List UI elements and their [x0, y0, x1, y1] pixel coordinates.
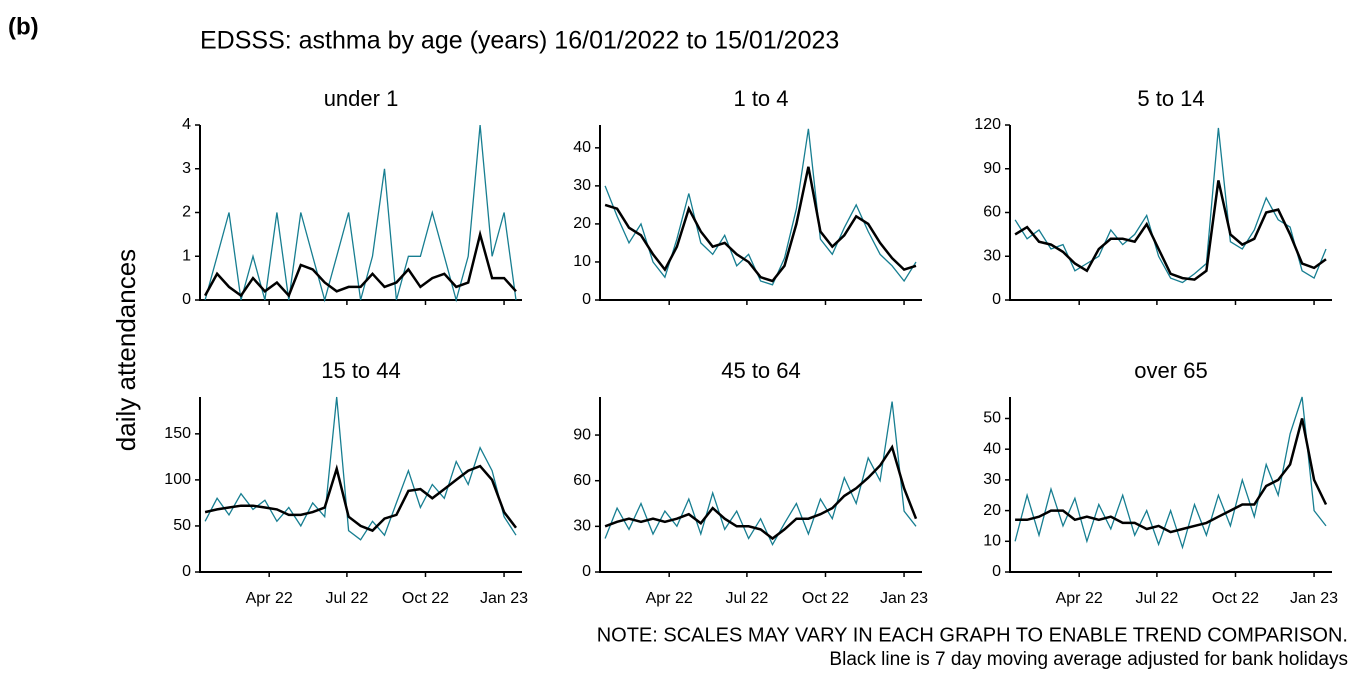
average-line	[604, 166, 917, 283]
panel-title: under 1	[324, 86, 399, 111]
y-tick-label: 3	[182, 160, 191, 177]
y-tick-label: 30	[983, 471, 1001, 488]
y-tick-label: 1	[182, 247, 191, 264]
panel-title: over 65	[1134, 358, 1207, 383]
y-tick-label: 4	[182, 116, 191, 133]
y-tick-label: 10	[983, 533, 1001, 550]
y-tick-label: 40	[573, 139, 591, 156]
panel-title: 1 to 4	[733, 86, 788, 111]
x-tick-label: Apr 22	[646, 590, 693, 607]
x-tick-label: Jul 22	[1136, 590, 1179, 607]
x-tick-label: Oct 22	[1212, 590, 1259, 607]
y-tick-label: 30	[983, 247, 1001, 264]
x-tick-label: Jul 22	[326, 590, 369, 607]
y-tick-label: 50	[173, 517, 191, 534]
y-tick-label: 60	[573, 472, 591, 489]
y-tick-label: 0	[582, 291, 591, 308]
panel-title: 45 to 64	[721, 358, 801, 383]
y-tick-label: 0	[182, 291, 191, 308]
chart-title: EDSSS: asthma by age (years) 16/01/2022 …	[200, 27, 839, 55]
average-line	[204, 464, 517, 533]
y-tick-label: 20	[573, 215, 591, 232]
daily-line	[604, 128, 917, 286]
y-tick-label: 10	[573, 253, 591, 270]
panel-title: 5 to 14	[1137, 86, 1204, 111]
y-tick-label: 0	[182, 563, 191, 580]
note: NOTE: SCALES MAY VARY IN EACH GRAPH TO E…	[597, 624, 1348, 646]
y-tick-label: 40	[983, 440, 1001, 457]
y-tick-label: 50	[983, 410, 1001, 427]
panel-title: 15 to 44	[321, 358, 401, 383]
x-tick-label: Oct 22	[802, 590, 849, 607]
average-line	[1014, 180, 1327, 281]
x-tick-label: Jul 22	[726, 590, 769, 607]
x-tick-label: Jan 23	[480, 590, 528, 607]
y-tick-label: 90	[573, 426, 591, 443]
y-axis-label: daily attendances	[111, 249, 141, 451]
daily-line	[204, 124, 517, 303]
x-tick-label: Apr 22	[1056, 590, 1103, 607]
y-tick-label: 0	[582, 563, 591, 580]
y-tick-label: 0	[992, 291, 1001, 308]
y-tick-label: 30	[573, 177, 591, 194]
panel-label: (b)	[8, 13, 39, 40]
daily-line	[204, 396, 517, 541]
daily-line	[1014, 127, 1327, 284]
x-tick-label: Apr 22	[246, 590, 293, 607]
y-tick-label: 60	[983, 204, 1001, 221]
y-tick-label: 30	[573, 518, 591, 535]
x-tick-label: Oct 22	[402, 590, 449, 607]
average-line	[604, 444, 918, 541]
y-tick-label: 150	[164, 425, 191, 442]
x-tick-label: Jan 23	[880, 590, 928, 607]
note: Black line is 7 day moving average adjus…	[829, 649, 1348, 670]
y-tick-label: 0	[992, 563, 1001, 580]
daily-line	[1014, 396, 1327, 550]
y-tick-label: 2	[182, 204, 191, 221]
y-tick-label: 90	[983, 160, 1001, 177]
y-tick-label: 100	[164, 471, 191, 488]
average-line	[204, 229, 517, 298]
y-tick-label: 20	[983, 502, 1001, 519]
y-tick-label: 120	[974, 116, 1001, 133]
x-tick-label: Jan 23	[1290, 590, 1338, 607]
average-line	[1015, 418, 1328, 534]
daily-line	[604, 401, 917, 547]
